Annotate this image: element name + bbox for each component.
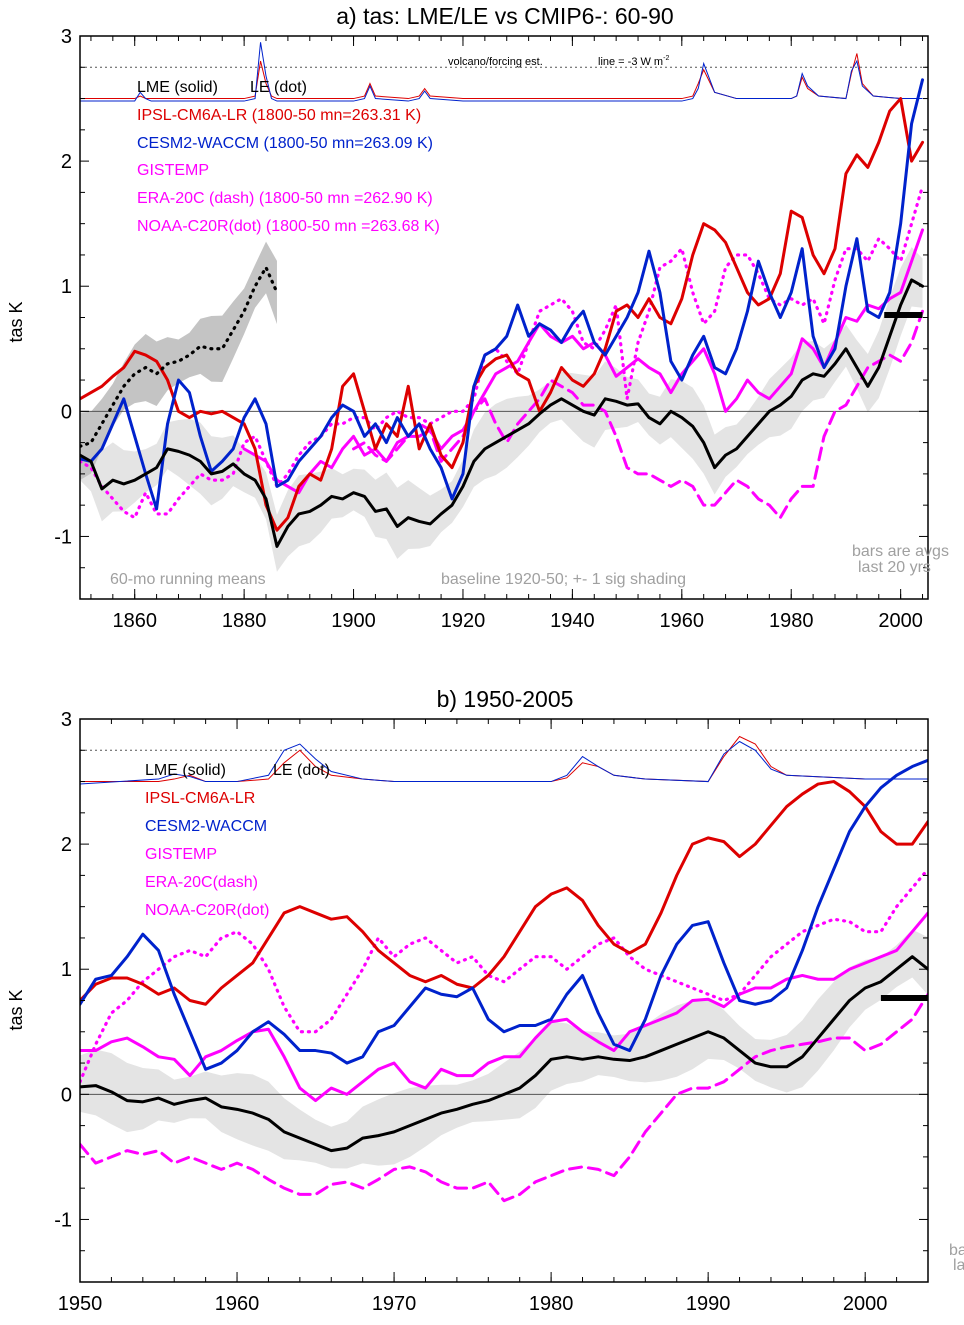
bars-note-line2: last 20 yrs <box>858 559 931 576</box>
panel-a-legend: LME (solid) LE (dot) IPSL-CM6A-LR (1800-… <box>137 79 440 235</box>
panel-a-ytick-label: 3 <box>61 26 72 48</box>
panel-b-xtick-label: 2000 <box>843 1293 888 1315</box>
panel-a-series-lme-solid <box>80 278 925 548</box>
legend-b-era20c-label: ERA-20C(dash) <box>145 874 258 891</box>
panel-a-title: a) tas: LME/LE vs CMIP6-: 60-90 <box>336 3 673 29</box>
forcing-label: volcano/forcing est. <box>448 56 543 68</box>
legend-b-noaa-label: NOAA-C20R(dot) <box>145 902 269 919</box>
panel-b-ytick-label: 2 <box>61 834 72 856</box>
panel-b-ytick-label: 0 <box>61 1084 72 1106</box>
panel-b-xtick-label: 1990 <box>686 1293 731 1315</box>
panel-b-ytick-label: 3 <box>61 709 72 731</box>
panel-b-series-noaa-c20r-dot <box>80 867 928 1084</box>
panel-b-ylabel: tas K <box>6 989 26 1030</box>
panel-b-lme-spread-shading <box>80 929 928 1169</box>
panel-a-ytick-label: -1 <box>54 526 72 548</box>
panel-b-xtick-label: 1960 <box>215 1293 260 1315</box>
panel-a-xtick-label: 1860 <box>112 610 157 632</box>
legend-noaa-label: NOAA-C20R(dot) (1800-50 mn =263.68 K) <box>137 218 440 235</box>
legend-b-ipsl-label: IPSL-CM6A-LR <box>145 790 255 807</box>
panel-b-plot: -1 0 1 2 3 1950 1960 1970 1980 1990 2000 <box>54 709 929 1315</box>
legend-ipsl-label: IPSL-CM6A-LR (1800-50 mn=263.31 K) <box>137 107 421 124</box>
baseline-note: baseline 1920-50; +- 1 sig shading <box>441 571 686 588</box>
panel-a-xtick-label: 1940 <box>550 610 595 632</box>
panel-a-xtick-label: 1880 <box>222 610 267 632</box>
legend-b-gistemp-label: GISTEMP <box>145 846 217 863</box>
bars-note-b-line1: ba <box>949 1242 964 1259</box>
legend-b-cesm-label: CESM2-WACCM <box>145 818 267 835</box>
panel-b-series-cesm2-waccm <box>80 758 928 1071</box>
panel-a-series-le-dot <box>80 265 279 448</box>
legend-cesm-label: CESM2-WACCM (1800-50 mn=263.09 K) <box>137 135 433 152</box>
panel-a-xtick-label: 2000 <box>878 610 923 632</box>
panel-a-xtick-label: 1920 <box>441 610 486 632</box>
panel-b-annotations: ba la <box>949 1242 964 1274</box>
panel-b-series-ipsl-cm6a-lr <box>80 780 928 1006</box>
bars-note-line1: bars are avgs <box>852 543 949 560</box>
panel-b-legend: LME (solid) LE (dot) IPSL-CM6A-LR CESM2-… <box>145 762 330 919</box>
panel-b-data-area <box>80 735 928 1203</box>
panel-b-title: b) 1950-2005 <box>437 686 574 712</box>
legend-le-label: LE (dot) <box>250 79 307 96</box>
panel-a-ylabel: tas K <box>6 301 26 342</box>
legend-era20c-label: ERA-20C (dash) (1800-50 mn =262.90 K) <box>137 190 433 207</box>
panel-b-forcing-cesm-line <box>80 740 928 785</box>
panel-b: b) 1950-2005 tas K -1 0 1 2 3 1950 1960 1970 198… <box>6 686 964 1315</box>
panel-a-xtick-label: 1900 <box>331 610 376 632</box>
panel-a-series-cesm2-waccm <box>80 78 925 511</box>
panel-b-xtick-label: 1950 <box>58 1293 103 1315</box>
bars-note-b-line2: la <box>953 1257 964 1274</box>
panel-a-series-noaa-c20r-dot <box>80 184 925 520</box>
panel-a: a) tas: LME/LE vs CMIP6-: 60-90 tas K -1… <box>6 3 949 632</box>
legend-b-lme-label: LME (solid) <box>145 762 226 779</box>
panel-a-xtick-label: 1960 <box>660 610 705 632</box>
legend-lme-label: LME (solid) <box>137 79 218 96</box>
panel-a-plot: -1 0 1 2 3 1860 1880 1900 1920 1940 1960 1980 2000 <box>54 26 929 632</box>
forcing-line-text: line = -3 W m <box>598 56 663 68</box>
panel-a-series-ipsl-cm6a-lr <box>80 97 925 532</box>
panel-a-ytick-label: 1 <box>61 276 72 298</box>
forcing-line-sup: -2 <box>663 55 669 62</box>
panel-a-series-gistemp <box>242 228 925 495</box>
legend-b-le-label: LE (dot) <box>273 762 330 779</box>
panel-b-ytick-label: 1 <box>61 959 72 981</box>
panel-b-xtick-label: 1970 <box>372 1293 417 1315</box>
panel-a-ytick-label: 2 <box>61 151 72 173</box>
panel-a-forcing-cesm-line <box>80 42 923 102</box>
panel-b-series-gistemp <box>80 911 928 1103</box>
panel-a-le-spread-shading <box>80 241 277 481</box>
panel-a-series-era-20c-dash <box>352 309 925 520</box>
panel-b-xtick-label: 1980 <box>529 1293 574 1315</box>
running-mean-note: 60-mo running means <box>110 571 266 588</box>
panel-a-ytick-label: 0 <box>61 401 72 423</box>
panel-b-series-era-20c-dash <box>80 992 928 1203</box>
forcing-line-label: line = -3 W m-2 <box>598 55 669 68</box>
panel-a-xtick-label: 1980 <box>769 610 814 632</box>
legend-gistemp-label: GISTEMP <box>137 162 209 179</box>
panel-a-annotations: volcano/forcing est. line = -3 W m-2 60-… <box>110 55 949 588</box>
panel-a-lme-spread-shading <box>80 247 923 572</box>
panel-a-data-area <box>80 42 928 572</box>
panel-b-series-lme-solid <box>80 955 928 1153</box>
panel-b-ytick-label: -1 <box>54 1209 72 1231</box>
